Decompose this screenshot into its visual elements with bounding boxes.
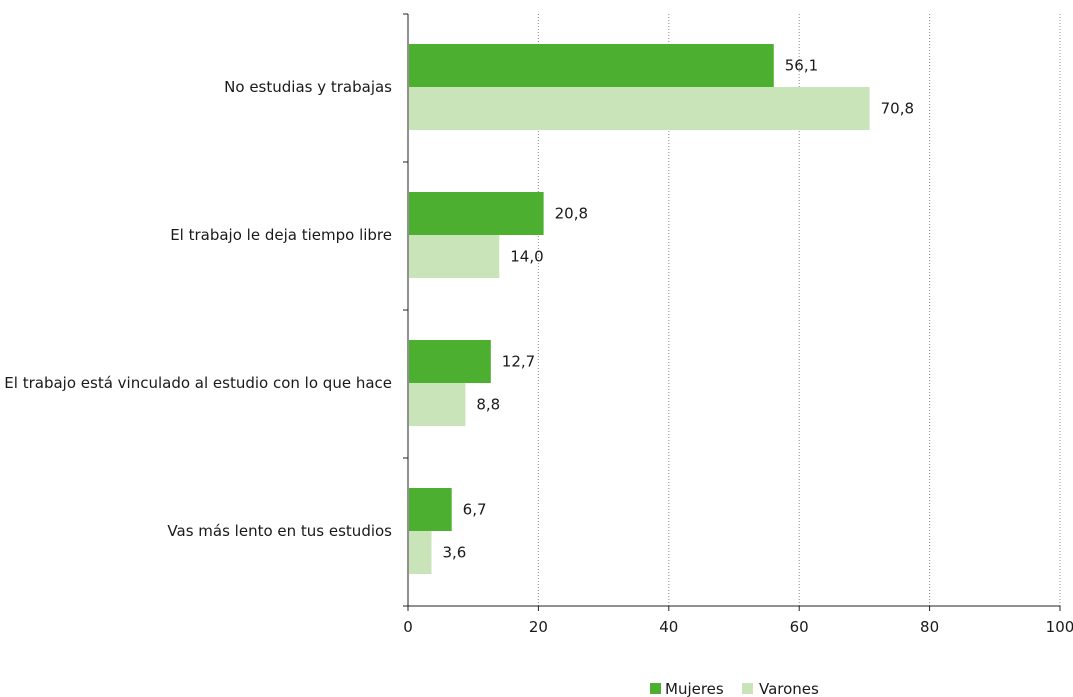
x-tick-label: 100 bbox=[1046, 618, 1073, 636]
data-label: 14,0 bbox=[510, 248, 543, 266]
category-label: El trabajo está vinculado al estudio con… bbox=[4, 374, 392, 392]
bar-mujeres bbox=[409, 488, 452, 531]
bar-mujeres bbox=[409, 44, 774, 87]
data-label: 12,7 bbox=[502, 353, 535, 371]
bars bbox=[409, 44, 870, 574]
x-tick-label: 80 bbox=[920, 618, 939, 636]
bar-varones bbox=[409, 235, 500, 278]
legend-swatch-varones bbox=[742, 683, 753, 694]
x-tick-label: 20 bbox=[529, 618, 548, 636]
data-label: 70,8 bbox=[881, 100, 914, 118]
legend: Mujeres Varones bbox=[650, 680, 819, 697]
bar-varones bbox=[409, 383, 466, 426]
data-label: 6,7 bbox=[463, 501, 487, 519]
data-label: 3,6 bbox=[442, 544, 466, 562]
legend-label-mujeres: Mujeres bbox=[665, 680, 724, 697]
bar-varones bbox=[409, 531, 432, 574]
axes bbox=[403, 13, 1061, 611]
legend-label-varones: Varones bbox=[759, 680, 819, 697]
category-label: El trabajo le deja tiempo libre bbox=[170, 226, 392, 244]
category-label: No estudias y trabajas bbox=[224, 78, 392, 96]
data-label: 20,8 bbox=[555, 205, 588, 223]
category-label: Vas más lento en tus estudios bbox=[167, 522, 392, 540]
data-label: 8,8 bbox=[476, 396, 500, 414]
x-tick-label: 60 bbox=[790, 618, 809, 636]
bar-mujeres bbox=[409, 192, 544, 235]
bar-varones bbox=[409, 87, 870, 130]
labels: 0 20 40 60 80 100 No estudias y trabajas 56,1 70… bbox=[4, 57, 1073, 637]
data-label: 56,1 bbox=[785, 57, 818, 75]
bar-mujeres bbox=[409, 340, 491, 383]
x-tick-label: 0 bbox=[403, 618, 413, 636]
legend-swatch-mujeres bbox=[650, 683, 661, 694]
x-tick-label: 40 bbox=[659, 618, 678, 636]
